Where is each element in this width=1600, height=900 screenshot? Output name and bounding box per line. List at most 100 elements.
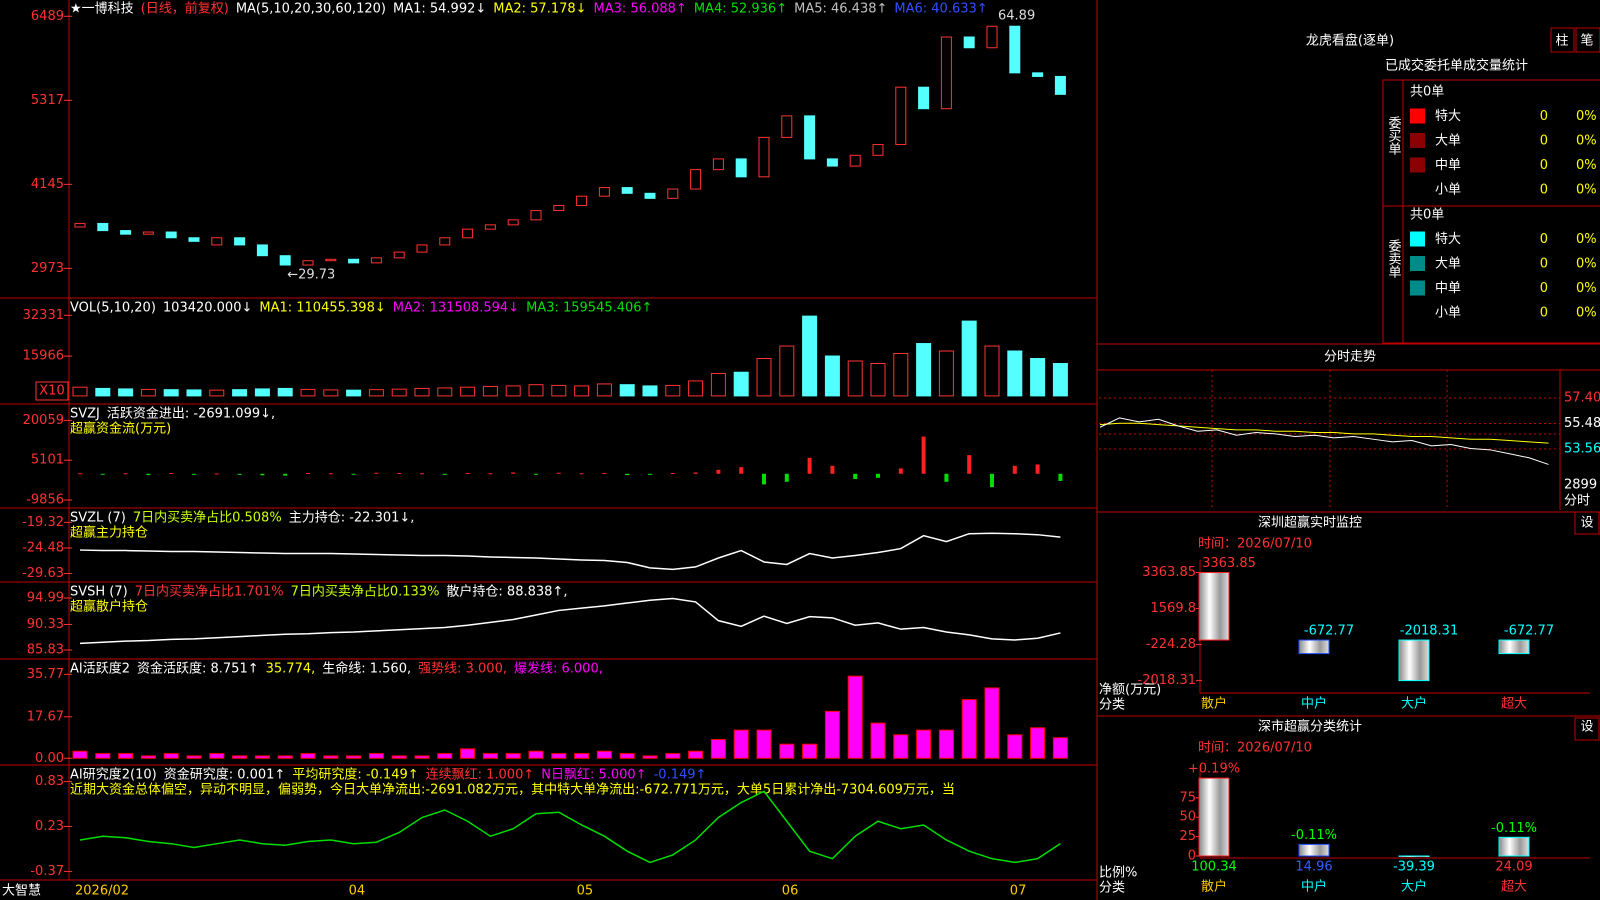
y-tick-label: 4145 xyxy=(31,177,64,192)
flow-bar xyxy=(442,473,447,475)
indicator-header: 主力持仓: -22.301↓, xyxy=(289,511,415,526)
y-tick-label: 6489 xyxy=(31,9,64,24)
flow-bar xyxy=(944,473,949,482)
row-count: 0 xyxy=(1540,109,1548,124)
volume-bar xyxy=(232,389,248,397)
candle xyxy=(986,25,998,49)
candle xyxy=(781,115,793,138)
volume-bar xyxy=(596,383,612,397)
volume-bar xyxy=(95,387,111,397)
category-label: 超大 xyxy=(1501,880,1527,895)
candle xyxy=(940,36,952,110)
axis-label: 净额(万元) xyxy=(1099,683,1161,698)
indicator-header: 生命线: 1.560, xyxy=(322,661,411,677)
toggle-button[interactable]: 柱 xyxy=(1555,34,1568,49)
y-tick-label: 5317 xyxy=(31,93,64,108)
activity-bar xyxy=(710,739,726,759)
y-tick-label: 0.23 xyxy=(35,819,64,834)
group-label: 委买单 xyxy=(1386,116,1402,155)
activity-bar xyxy=(642,755,658,759)
holding-line xyxy=(79,597,1061,645)
indicator-header: MA6: 40.633↑ xyxy=(894,2,987,17)
activity-bar xyxy=(802,743,818,759)
flow-bar xyxy=(716,469,721,474)
indicator-header: SVSH (7) xyxy=(70,585,128,600)
settings-button[interactable]: 设 xyxy=(1580,720,1593,735)
indicator-header: 7日内买卖净占比1.701% xyxy=(135,584,284,600)
mode-label: 分时 xyxy=(1564,494,1590,509)
row-count: 0 xyxy=(1540,257,1548,272)
activity-bar xyxy=(323,755,339,759)
candle xyxy=(279,255,291,266)
row-pct: 0% xyxy=(1576,158,1597,173)
activity-bar xyxy=(482,753,498,759)
bar xyxy=(1398,855,1430,857)
activity-bar xyxy=(961,699,977,759)
category-label: 大户 xyxy=(1401,696,1427,712)
flow-bar xyxy=(762,473,766,485)
y-tick-label: 35.77 xyxy=(27,667,64,682)
row-pct: 0% xyxy=(1576,232,1597,247)
flow-bar xyxy=(534,473,538,475)
flow-bar xyxy=(602,472,607,474)
indicator-header: -0.149↑ xyxy=(654,768,707,783)
candle xyxy=(758,136,770,178)
indicator-subtitle: 超赢资金流(万元) xyxy=(70,421,171,437)
flow-bar xyxy=(853,473,858,480)
candle xyxy=(325,258,337,262)
indicator-header: 强势线: 3.000, xyxy=(418,661,507,677)
row-pct: 0% xyxy=(1576,306,1597,321)
group-label: 委卖单 xyxy=(1386,239,1402,278)
group-total: 共0单 xyxy=(1410,85,1444,100)
category-label: 大户 xyxy=(1401,879,1427,895)
flow-bar xyxy=(739,467,744,474)
value-label: 100.34 xyxy=(1191,860,1237,875)
flow-bar xyxy=(784,473,789,482)
candle xyxy=(393,251,405,259)
indicator-header: 资金活跃度: 8.751↑ xyxy=(137,661,259,677)
candle xyxy=(256,244,268,257)
activity-bar xyxy=(254,755,270,759)
axis-label: 分类 xyxy=(1099,698,1125,713)
activity-bar xyxy=(209,753,225,759)
y-tick-label: -224.28 xyxy=(1146,637,1196,652)
indicator-header: 资金研究度: 0.001↑ xyxy=(164,767,286,783)
volume-bar xyxy=(72,386,88,397)
y-tick-label: -0.37 xyxy=(30,864,64,879)
settings-button[interactable]: 设 xyxy=(1580,516,1593,531)
y-tick-label: -29.63 xyxy=(22,566,64,581)
toggle-button[interactable]: 笔 xyxy=(1580,33,1593,49)
candle xyxy=(690,169,702,190)
bar xyxy=(1498,836,1530,857)
volume-bar xyxy=(300,388,316,397)
row-count: 0 xyxy=(1540,134,1548,149)
candle xyxy=(826,158,838,167)
candle xyxy=(370,257,382,264)
flow-bar xyxy=(876,473,880,478)
flow-bar xyxy=(807,457,812,474)
volume-bar xyxy=(254,388,270,397)
candle xyxy=(804,115,816,160)
indicator-header: MA1: 54.992↓ xyxy=(393,2,486,17)
average-line xyxy=(1099,422,1549,444)
y-tick-label: 2973 xyxy=(31,261,64,276)
color-swatch xyxy=(1410,231,1425,247)
color-swatch xyxy=(1410,280,1425,296)
candle xyxy=(188,237,200,242)
indicator-header: 35.774, xyxy=(266,662,316,677)
activity-bar xyxy=(528,750,544,759)
candle xyxy=(507,219,519,226)
date-label: 2026/02 xyxy=(75,884,129,899)
activity-bar xyxy=(665,753,681,759)
date-label: 05 xyxy=(577,884,594,899)
research-line xyxy=(79,790,1061,864)
date-label: 04 xyxy=(349,884,366,899)
flow-bar xyxy=(1012,465,1017,474)
flow-bar xyxy=(237,473,242,475)
row-count: 0 xyxy=(1540,306,1548,321)
volume-bar xyxy=(893,353,909,397)
indicator-header: 爆发线: 6.000, xyxy=(514,661,603,677)
flow-bar xyxy=(967,455,972,474)
activity-bar xyxy=(232,755,248,759)
brand: 大智慧 xyxy=(2,883,41,899)
